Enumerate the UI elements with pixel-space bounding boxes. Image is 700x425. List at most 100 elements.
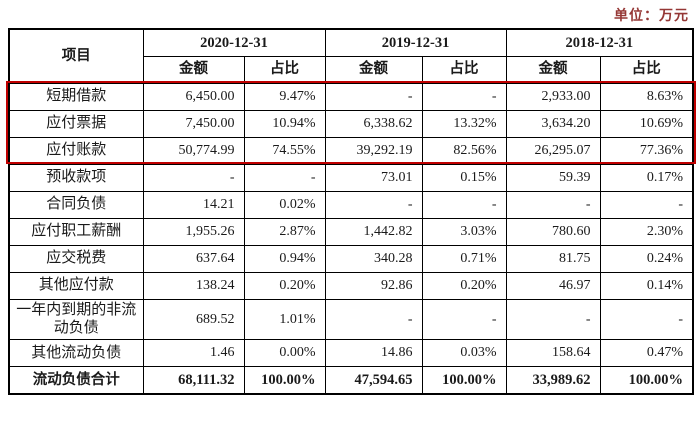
row-value-cell: 2,933.00 [505,82,601,111]
row-value-cell: - [421,298,507,340]
row-value-cell: - [243,163,326,192]
subheader-ratio-2020: 占比 [243,55,326,84]
row-value-cell: 1.01% [243,298,326,340]
row-value-cell: 10.94% [243,109,326,138]
row-value-cell: 13.32% [421,109,507,138]
row-value-cell: 0.20% [243,271,326,300]
column-header-period-2018: 2018-12-31 [505,28,694,57]
row-value-cell: 0.20% [421,271,507,300]
row-value-cell: 100.00% [599,366,694,394]
row-item-label: 其他流动负债 [8,339,144,367]
row-value-cell: 47,594.65 [324,366,423,394]
row-value-cell: 50,774.99 [142,136,245,165]
row-value-cell: 0.94% [243,244,326,273]
row-value-cell: 0.17% [599,163,694,192]
row-value-cell: 6,450.00 [142,82,245,111]
column-header-period-2019: 2019-12-31 [324,28,507,57]
row-value-cell: 92.86 [324,271,423,300]
table-row: 其他流动负债 1.46 0.00% 14.86 0.03% 158.64 0.47% [8,339,694,367]
row-value-cell: 26,295.07 [505,136,601,165]
row-value-cell: 77.36% [599,136,694,165]
row-value-cell: - [599,190,694,219]
row-value-cell: - [599,298,694,340]
row-item-label: 预收款项 [8,163,144,192]
row-item-label: 其他应付款 [8,271,144,300]
row-value-cell: 73.01 [324,163,423,192]
row-value-cell: 0.02% [243,190,326,219]
column-header-period-2020: 2020-12-31 [142,28,326,57]
row-item-label: 应付职工薪酬 [8,217,144,246]
row-value-cell: 8.63% [599,82,694,111]
row-item-label: 应付票据 [8,109,144,138]
row-value-cell: 0.24% [599,244,694,273]
row-item-label: 应交税费 [8,244,144,273]
row-value-cell: 100.00% [243,366,326,394]
row-value-cell: 10.69% [599,109,694,138]
row-value-cell: 7,450.00 [142,109,245,138]
row-value-cell: - [324,190,423,219]
row-value-cell: 9.47% [243,82,326,111]
table-row: 应付账款 50,774.99 74.55% 39,292.19 82.56% 26,295… [8,136,694,165]
subheader-amount-2020: 金额 [142,55,245,84]
row-value-cell: 0.14% [599,271,694,300]
row-value-cell: - [421,190,507,219]
table-row: 应付票据 7,450.00 10.94% 6,338.62 13.32% 3,634.20… [8,109,694,138]
table-row: 短期借款 6,450.00 9.47% - -2,933.00 8.63% [8,82,694,111]
row-value-cell: 340.28 [324,244,423,273]
row-item-label: 短期借款 [8,82,144,111]
row-item-label: 一年内到期的非流动负债 [8,298,144,340]
row-value-cell: 6,338.62 [324,109,423,138]
row-value-cell: 3,634.20 [505,109,601,138]
table-row: 一年内到期的非流动负债 689.52 1.01% - - - - [8,298,694,340]
row-value-cell: 1,442.82 [324,217,423,246]
row-value-cell: 3.03% [421,217,507,246]
table-body: 短期借款 6,450.00 9.47% - -2,933.00 8.63% 应付票据 7,45… [8,82,694,394]
row-value-cell: 68,111.32 [142,366,245,394]
row-value-cell: - [142,163,245,192]
subheader-ratio-2018: 占比 [599,55,694,84]
row-value-cell: 158.64 [505,339,601,367]
row-value-cell: 689.52 [142,298,245,340]
row-value-cell: 0.71% [421,244,507,273]
row-value-cell: 39,292.19 [324,136,423,165]
row-value-cell: 637.64 [142,244,245,273]
row-value-cell: 14.86 [324,339,423,367]
row-value-cell: 74.55% [243,136,326,165]
row-value-cell: - [421,82,507,111]
row-value-cell: 780.60 [505,217,601,246]
row-value-cell: 100.00% [421,366,507,394]
total-row: 流动负债合计 68,111.32 100.00% 47,594.65 100.00% 33… [8,366,694,394]
row-value-cell: 1,955.26 [142,217,245,246]
row-value-cell: 81.75 [505,244,601,273]
row-value-cell: - [324,298,423,340]
current-liabilities-table: 项目 2020-12-31 2019-12-31 2018-12-31 金额 占… [8,28,695,395]
subheader-amount-2018: 金额 [505,55,601,84]
row-value-cell: - [324,82,423,111]
row-value-cell: 33,989.62 [505,366,601,394]
row-value-cell: 138.24 [142,271,245,300]
row-value-cell: 0.15% [421,163,507,192]
row-value-cell: - [505,190,601,219]
row-item-label: 流动负债合计 [8,366,144,394]
row-item-label: 合同负债 [8,190,144,219]
subheader-ratio-2019: 占比 [421,55,507,84]
table-row: 应交税费 637.64 0.94% 340.28 0.71% 81.75 0.24% [8,244,694,273]
row-value-cell: 46.97 [505,271,601,300]
table-row: 预收款项 - -73.01 0.15% 59.39 0.17% [8,163,694,192]
liabilities-table-wrapper: 项目 2020-12-31 2019-12-31 2018-12-31 金额 占… [6,28,696,395]
row-value-cell: 1.46 [142,339,245,367]
column-header-item: 项目 [8,28,144,84]
row-item-label: 应付账款 [8,136,144,165]
row-value-cell: - [505,298,601,340]
row-value-cell: 0.00% [243,339,326,367]
table-header: 项目 2020-12-31 2019-12-31 2018-12-31 金额 占… [8,28,694,84]
subheader-amount-2019: 金额 [324,55,423,84]
row-value-cell: 82.56% [421,136,507,165]
row-value-cell: 0.47% [599,339,694,367]
row-value-cell: 2.30% [599,217,694,246]
row-value-cell: 14.21 [142,190,245,219]
row-value-cell: 59.39 [505,163,601,192]
table-row: 应付职工薪酬 1,955.26 2.87% 1,442.82 3.03% 780.60 2.… [8,217,694,246]
row-value-cell: 2.87% [243,217,326,246]
unit-label: 单位：万元 [614,9,689,24]
